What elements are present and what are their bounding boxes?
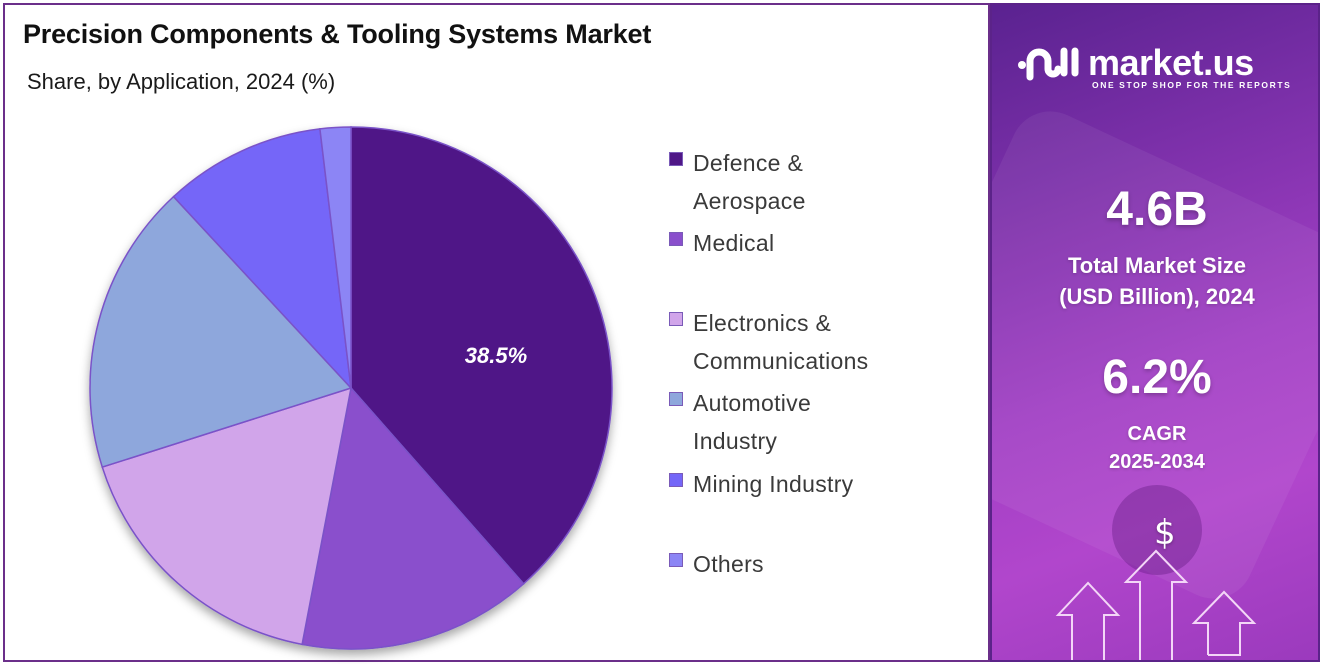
- legend-label: Defence & Aerospace: [693, 150, 806, 214]
- legend-item: Electronics & Communications: [669, 304, 869, 380]
- pie-slice-defence-aerospace: [350, 126, 613, 585]
- brand-logo: market.us: [1016, 43, 1254, 83]
- pie-slice-automotive-industry: [89, 195, 353, 469]
- chart-title: Precision Components & Tooling Systems M…: [23, 19, 652, 49]
- legend-swatch-icon: [669, 312, 683, 326]
- brand-tagline: ONE STOP SHOP FOR THE REPORTS: [1092, 80, 1292, 90]
- pie-slice-others: [319, 126, 352, 389]
- dollar-icon: $: [1154, 513, 1176, 553]
- market-size-value: 4.6B: [1106, 183, 1208, 236]
- legend-label: Mining Industry: [693, 471, 854, 497]
- legend-swatch-icon: [669, 232, 683, 246]
- pie-chart: 38.5%: [89, 126, 613, 650]
- legend-label: Electronics & Communications: [693, 310, 869, 374]
- growth-arrows-icon: [1055, 549, 1257, 660]
- legend-swatch-icon: [669, 152, 683, 166]
- pie-slice-electronics-communications: [101, 386, 352, 646]
- slice-value-label: 38.5%: [465, 343, 527, 368]
- legend-swatch-icon: [669, 473, 683, 487]
- pie-slice-medical: [301, 386, 525, 650]
- brand-name: market.us: [1088, 42, 1254, 83]
- legend-item: Medical: [669, 224, 774, 262]
- legend-item: Defence & Aerospace: [669, 144, 806, 220]
- chart-panel: Precision Components & Tooling Systems M…: [3, 3, 990, 662]
- legend-label: Others: [693, 551, 764, 577]
- pie-slice-mining-industry: [172, 128, 353, 391]
- summary-panel: market.us ONE STOP SHOP FOR THE REPORTS …: [990, 3, 1320, 662]
- legend-label: Automotive Industry: [693, 390, 812, 454]
- legend-item: Others: [669, 545, 764, 583]
- legend-swatch-icon: [669, 392, 683, 406]
- cagr-label: CAGR 2025-2034: [1109, 423, 1205, 473]
- market-us-logo-icon: [1018, 47, 1079, 81]
- legend-item: Automotive Industry: [669, 384, 811, 460]
- legend-item: Mining Industry: [669, 465, 853, 503]
- legend-swatch-icon: [669, 553, 683, 567]
- chart-subtitle: Share, by Application, 2024 (%): [27, 69, 336, 94]
- market-size-label: Total Market Size (USD Billion), 2024: [1059, 253, 1255, 309]
- legend-label: Medical: [693, 230, 775, 256]
- cagr-value: 6.2%: [1102, 351, 1212, 404]
